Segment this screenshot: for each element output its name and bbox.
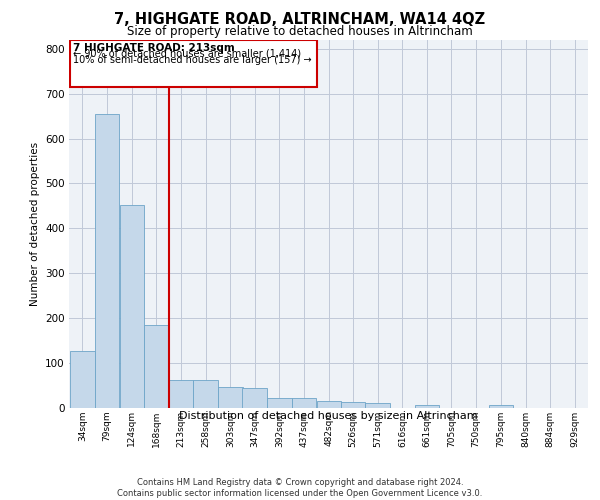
Text: 10% of semi-detached houses are larger (157) →: 10% of semi-detached houses are larger (… [73, 55, 311, 65]
Text: 7 HIGHGATE ROAD: 213sqm: 7 HIGHGATE ROAD: 213sqm [73, 42, 235, 52]
Bar [242, 388, 267, 407]
Bar [95, 114, 119, 408]
Text: Size of property relative to detached houses in Altrincham: Size of property relative to detached ho… [127, 25, 473, 38]
Bar [488, 405, 513, 407]
Bar [144, 326, 169, 407]
Bar [317, 401, 341, 407]
Bar [365, 404, 390, 407]
Bar [341, 402, 365, 407]
Bar [267, 398, 292, 407]
Bar [120, 205, 144, 408]
Bar [169, 380, 193, 407]
Text: Contains HM Land Registry data © Crown copyright and database right 2024.
Contai: Contains HM Land Registry data © Crown c… [118, 478, 482, 498]
Text: 7, HIGHGATE ROAD, ALTRINCHAM, WA14 4QZ: 7, HIGHGATE ROAD, ALTRINCHAM, WA14 4QZ [115, 12, 485, 28]
Text: ← 90% of detached houses are smaller (1,414): ← 90% of detached houses are smaller (1,… [73, 49, 301, 59]
FancyBboxPatch shape [70, 40, 317, 87]
Y-axis label: Number of detached properties: Number of detached properties [29, 142, 40, 306]
Bar [193, 380, 218, 407]
Text: Distribution of detached houses by size in Altrincham: Distribution of detached houses by size … [179, 411, 478, 421]
Bar [70, 351, 95, 408]
Bar [292, 398, 316, 407]
Bar [415, 406, 439, 407]
Bar [218, 387, 242, 407]
